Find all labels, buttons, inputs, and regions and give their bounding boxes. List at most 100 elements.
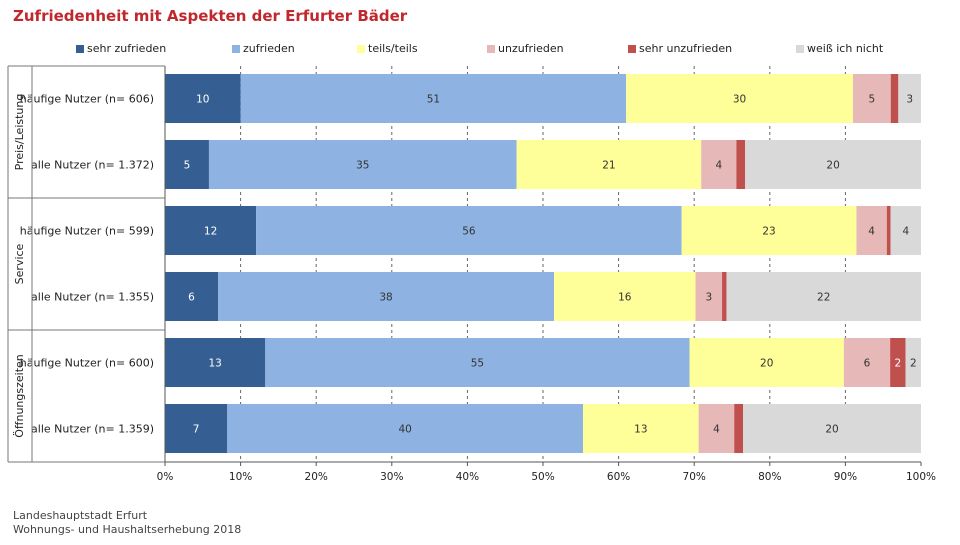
x-tick-label: 10% [229, 471, 252, 483]
legend-swatch [232, 44, 240, 53]
bar-segment [856, 206, 887, 255]
footer-source: Landeshauptstadt Erfurt [13, 509, 148, 522]
legend-swatch [357, 44, 365, 53]
bar-segment [165, 206, 257, 255]
bar-segment [165, 338, 266, 387]
footer-survey: Wohnungs- und Haushaltserhebung 2018 [13, 523, 242, 536]
bar-segment [890, 74, 899, 123]
group-label: Service [13, 243, 26, 284]
chart-legend: sehr zufrieden zufrieden teils/teils unzufr… [0, 42, 960, 60]
bar-segment [583, 404, 699, 453]
bar-segment [165, 74, 241, 123]
data-label: 4 [868, 226, 875, 238]
bar-segment [554, 272, 696, 321]
legend-label: unzufrieden [498, 42, 564, 55]
bar-segment [734, 404, 744, 453]
legend-item: sehr zufrieden [76, 42, 166, 55]
bar-segment [890, 206, 921, 255]
data-label: 20 [826, 160, 839, 172]
x-tick-label: 80% [758, 471, 781, 483]
bar-segment [681, 206, 857, 255]
legend-item: unzufrieden [487, 42, 564, 55]
data-label: 30 [733, 94, 746, 106]
data-label: 2 [895, 358, 902, 370]
x-tick-label: 100% [906, 471, 936, 483]
bar-segment [165, 404, 228, 453]
legend-swatch [76, 44, 84, 53]
legend-item: weiß ich nicht [796, 42, 883, 55]
data-label: 55 [471, 358, 484, 370]
group-label: Öffnungszeiten [13, 354, 26, 438]
data-label: 23 [762, 226, 775, 238]
x-tick-label: 40% [456, 471, 479, 483]
legend-swatch [796, 44, 804, 53]
x-tick-label: 50% [531, 471, 554, 483]
bar-segment [208, 140, 517, 189]
data-label: 4 [902, 226, 909, 238]
bar-segment [689, 338, 844, 387]
bar-segment [890, 338, 906, 387]
legend-item: zufrieden [232, 42, 295, 55]
bar-segment [905, 338, 921, 387]
bar-segment [726, 272, 921, 321]
data-label: 56 [462, 226, 476, 238]
x-tick-label: 90% [834, 471, 857, 483]
bar-segment [240, 74, 627, 123]
data-label: 13 [634, 424, 647, 436]
data-label: 20 [760, 358, 773, 370]
data-label: 2 [910, 358, 917, 370]
data-label: 22 [817, 292, 830, 304]
bar-segment [626, 74, 853, 123]
chart-title: Zufriedenheit mit Aspekten der Erfurter … [13, 7, 408, 25]
data-label: 35 [356, 160, 369, 172]
data-label: 12 [204, 226, 217, 238]
legend-label: sehr zufrieden [87, 42, 167, 55]
bar-segment [898, 74, 921, 123]
data-label: 5 [184, 160, 191, 172]
bar-segment [265, 338, 690, 387]
bar-segment [698, 404, 735, 453]
bar-segment [218, 272, 555, 321]
data-label: 21 [602, 160, 615, 172]
x-tick-label: 20% [305, 471, 328, 483]
category-label: alle Nutzer (n= 1.359) [31, 423, 154, 436]
bar-segment [722, 272, 727, 321]
bar-segment [736, 140, 746, 189]
data-label: 6 [864, 358, 871, 370]
data-label: 4 [715, 160, 722, 172]
data-label: 10 [196, 94, 209, 106]
bar-segment [227, 404, 584, 453]
data-label: 38 [379, 292, 392, 304]
x-tick-label: 30% [380, 471, 403, 483]
data-label: 3 [705, 292, 712, 304]
x-tick-label: 70% [683, 471, 706, 483]
bar-segment [886, 206, 891, 255]
x-tick-label: 0% [157, 471, 174, 483]
legend-swatch [628, 44, 636, 53]
data-label: 40 [398, 424, 411, 436]
bar-segment [165, 272, 219, 321]
x-tick-label: 60% [607, 471, 630, 483]
category-label: häufige Nutzer (n= 606) [20, 93, 154, 106]
data-label: 20 [825, 424, 838, 436]
legend-label: zufrieden [243, 42, 295, 55]
data-label: 4 [713, 424, 720, 436]
data-label: 3 [906, 94, 913, 106]
bar-segment [256, 206, 682, 255]
bar-segment [165, 140, 209, 189]
data-label: 51 [427, 94, 440, 106]
category-label: alle Nutzer (n= 1.355) [31, 291, 154, 304]
legend-label: weiß ich nicht [807, 42, 884, 55]
bar-segment [745, 140, 921, 189]
data-label: 6 [188, 292, 195, 304]
legend-item: teils/teils [357, 42, 418, 55]
legend-label: sehr unzufrieden [639, 42, 733, 55]
legend-swatch [487, 44, 495, 53]
bar-segment [852, 74, 891, 123]
bar-segment [843, 338, 891, 387]
category-label: häufige Nutzer (n= 600) [20, 357, 154, 370]
bar-segment [701, 140, 737, 189]
bar-segment [516, 140, 702, 189]
bar-segment [743, 404, 921, 453]
